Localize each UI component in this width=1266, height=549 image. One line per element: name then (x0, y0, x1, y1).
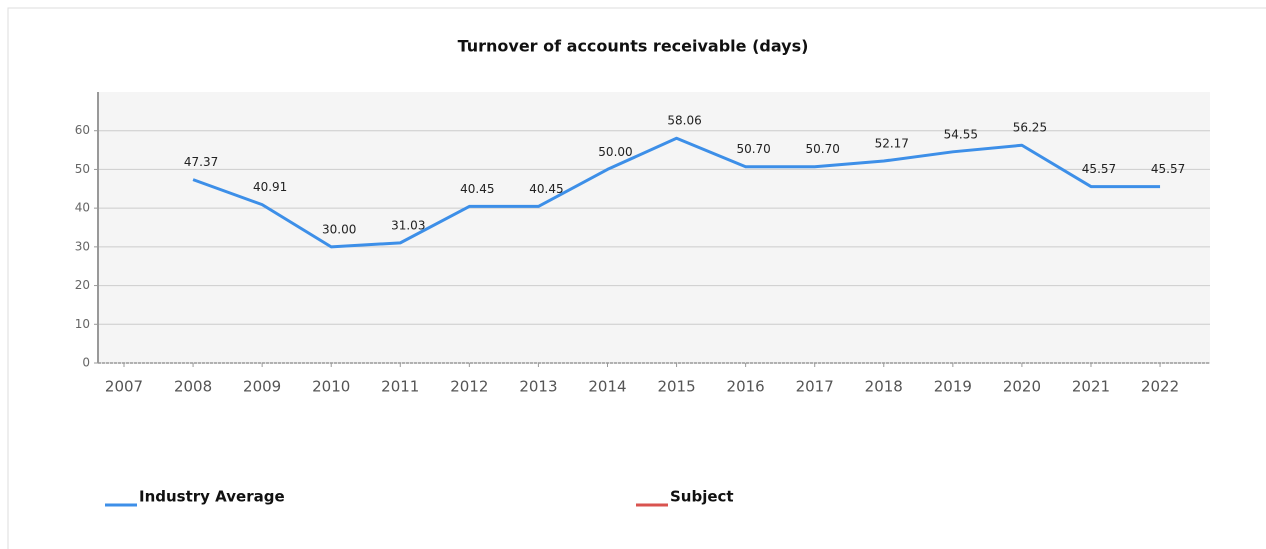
legend-label: Subject (670, 488, 734, 506)
y-tick-label: 50 (75, 162, 90, 176)
x-tick-label: 2022 (1141, 378, 1179, 396)
data-label: 40.91 (253, 180, 287, 194)
data-label: 58.06 (667, 114, 701, 128)
series-line (192, 136, 1161, 249)
y-tick-label: 0 (82, 356, 90, 370)
y-tick-label: 40 (75, 201, 90, 215)
plot-area (98, 92, 1210, 363)
y-tick-label: 10 (75, 317, 90, 331)
x-tick-label: 2009 (243, 378, 281, 396)
x-tick-label: 2020 (1003, 378, 1041, 396)
x-tick-label: 2019 (934, 378, 972, 396)
x-tick-label: 2021 (1072, 378, 1110, 396)
data-label: 52.17 (875, 137, 909, 151)
data-label: 50.70 (806, 142, 840, 156)
x-tick-label: 2008 (174, 378, 212, 396)
x-tick-label: 2012 (450, 378, 488, 396)
data-label: 45.57 (1082, 162, 1116, 176)
data-label: 40.45 (460, 182, 494, 196)
x-tick-label: 2007 (105, 378, 143, 396)
data-label: 47.37 (184, 155, 218, 169)
chart-title: Turnover of accounts receivable (days) (458, 37, 809, 56)
data-label: 45.57 (1151, 162, 1185, 176)
y-tick-label: 20 (75, 278, 90, 292)
data-label: 31.03 (391, 218, 425, 232)
data-label: 40.45 (529, 182, 563, 196)
x-tick-label: 2016 (727, 378, 765, 396)
data-label: 30.00 (322, 222, 356, 236)
x-tick-label: 2011 (381, 378, 419, 396)
data-label: 54.55 (944, 127, 978, 141)
x-tick-label: 2018 (865, 378, 903, 396)
x-tick-label: 2014 (588, 378, 626, 396)
data-label: 50.00 (598, 145, 632, 159)
data-label: 50.70 (736, 142, 770, 156)
legend-label: Industry Average (139, 488, 285, 506)
x-tick-label: 2013 (519, 378, 557, 396)
x-tick-label: 2010 (312, 378, 350, 396)
x-tick-label: 2017 (796, 378, 834, 396)
y-tick-label: 30 (75, 239, 90, 253)
data-label: 56.25 (1013, 121, 1047, 135)
y-tick-label: 60 (75, 123, 90, 137)
x-tick-label: 2015 (657, 378, 695, 396)
